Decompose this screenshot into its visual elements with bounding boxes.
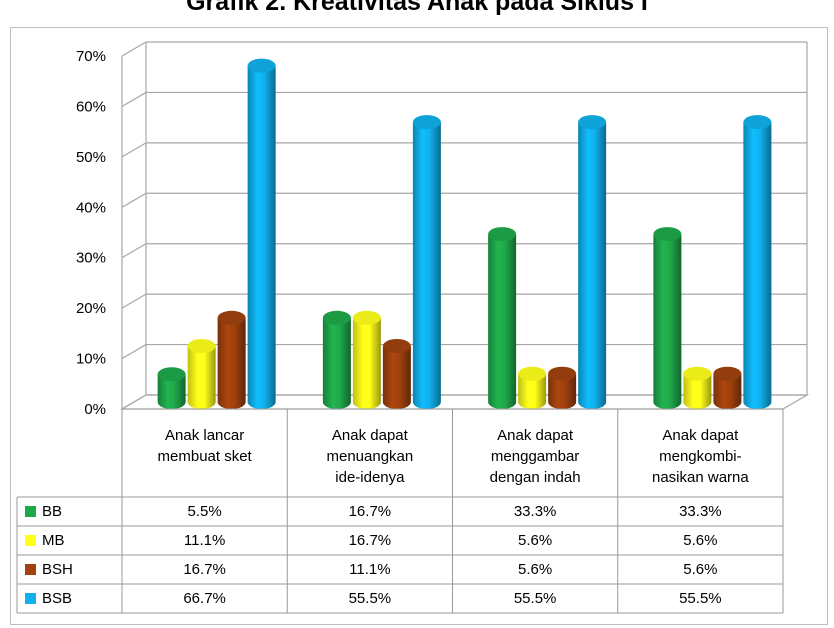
data-label-bsh-4: 5.6% (683, 561, 717, 578)
y-tick-label: 30% (76, 250, 106, 267)
bar-bsb-2 (412, 115, 441, 409)
bar-mb-3 (518, 366, 547, 409)
data-label-bsb-2: 55.5% (349, 590, 392, 607)
data-label-bb-4: 33.3% (679, 503, 722, 520)
data-label-bb-2: 16.7% (349, 503, 392, 520)
bar-mb-1 (187, 339, 216, 409)
data-label-mb-1: 11.1% (184, 532, 225, 549)
data-label-bsh-1: 16.7% (183, 561, 226, 578)
data-label-mb-3: 5.6% (518, 532, 552, 549)
data-label-bsh-2: 11.1% (349, 561, 390, 578)
legend-label-bsh: BSH (42, 561, 73, 578)
y-tick-label: 10% (76, 351, 106, 368)
bar-bsh-4 (713, 366, 742, 409)
y-tick-label: 0% (84, 401, 106, 418)
y-tick-label: 60% (76, 98, 106, 115)
legend-key-bsh (25, 564, 36, 575)
bar-mb-2 (352, 310, 381, 409)
data-label-mb-4: 5.6% (683, 532, 717, 549)
chart-frame (10, 27, 828, 625)
bar-bb-3 (488, 227, 517, 409)
grid-diagonal (121, 344, 147, 360)
bar-bb-4 (653, 227, 682, 409)
x-category-label: Anak dapat menggambar dengan indah (490, 427, 581, 486)
grid-diagonal (121, 243, 147, 259)
legend-key-bsb (25, 593, 36, 604)
bar-bsb-1 (247, 58, 276, 410)
bar-bb-2 (322, 310, 351, 409)
legend-label-bb: BB (42, 503, 62, 520)
legend-label-mb: MB (42, 532, 65, 549)
x-category-label: Anak dapat mengkombi-nasikan warna (652, 427, 749, 486)
data-label-bb-3: 33.3% (514, 503, 557, 520)
grid-diagonal (121, 293, 147, 309)
chart-title: Grafik 2. Kreativitas Anak pada Siklus I (186, 0, 648, 16)
data-label-bsh-3: 5.6% (518, 561, 552, 578)
data-label-bsb-3: 55.5% (514, 590, 557, 607)
bar-bsb-3 (578, 115, 607, 409)
legend-label-bsb: BSB (42, 590, 72, 607)
grid-diagonal (121, 91, 147, 107)
y-tick-label: 40% (76, 199, 106, 216)
data-label-mb-2: 16.7% (349, 532, 392, 549)
bar-bsh-2 (382, 339, 411, 409)
legend-key-bb (25, 506, 36, 517)
grid-diagonal (121, 142, 147, 158)
grid-diagonal (121, 41, 147, 57)
bar-bb-1 (157, 367, 186, 409)
x-category-label: Anak dapat menuangkan ide-idenya (327, 427, 414, 486)
bar-mb-4 (683, 366, 712, 409)
grid-diagonal (121, 192, 147, 208)
y-tick-label: 70% (76, 48, 106, 65)
bar-bsb-4 (743, 115, 772, 409)
x-category-label: Anak lancar membuat sket (158, 427, 253, 465)
legend-key-mb (25, 535, 36, 546)
data-label-bsb-4: 55.5% (679, 590, 722, 607)
data-label-bsb-1: 66.7% (183, 590, 226, 607)
bar-bsh-1 (217, 310, 246, 409)
bar-bsh-3 (548, 366, 577, 409)
y-tick-label: 20% (76, 300, 106, 317)
data-label-bb-1: 5.5% (188, 503, 222, 520)
y-tick-label: 50% (76, 149, 106, 166)
